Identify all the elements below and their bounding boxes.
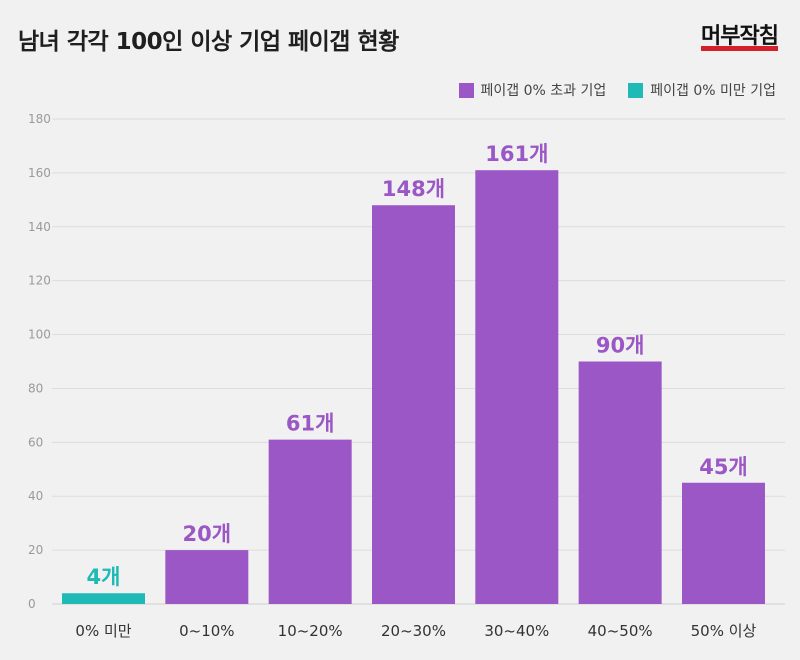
- y-tick-label: 80: [28, 381, 43, 395]
- bar: [268, 439, 352, 604]
- bar: [578, 361, 662, 604]
- bar: [681, 482, 765, 604]
- legend: 페이갭 0% 초과 기업 페이갭 0% 미만 기업: [458, 80, 776, 100]
- y-tick-label: 160: [28, 166, 51, 180]
- y-tick-label: 100: [28, 328, 51, 342]
- bar: [62, 593, 145, 604]
- bar-value-label: 4개: [87, 565, 121, 589]
- bar-value-label: 45개: [699, 455, 748, 479]
- y-tick-label: 40: [28, 489, 43, 503]
- legend-label-positive: 페이갭 0% 초과 기업: [480, 83, 607, 99]
- bar-value-label: 148개: [382, 177, 445, 201]
- y-tick-label: 0: [28, 597, 36, 611]
- x-tick-label: 40~50%: [588, 622, 653, 640]
- legend-label-negative: 페이갭 0% 미만 기업: [650, 83, 776, 99]
- legend-item-negative: 페이갭 0% 미만 기업: [628, 80, 776, 100]
- y-tick-label: 60: [28, 435, 43, 449]
- x-tick-label: 50% 이상: [691, 622, 757, 640]
- bar-value-label: 20개: [183, 522, 232, 546]
- bar: [371, 205, 455, 604]
- y-tick-label: 120: [28, 274, 51, 288]
- y-tick-label: 180: [28, 112, 51, 126]
- bar-value-label: 90개: [596, 334, 645, 358]
- bar: [165, 550, 249, 604]
- bar-value-label: 161개: [485, 142, 548, 166]
- y-tick-label: 140: [28, 220, 51, 234]
- x-tick-label: 20~30%: [381, 622, 446, 640]
- x-tick-label: 30~40%: [484, 622, 549, 640]
- logo-text: 머부작침: [701, 24, 779, 49]
- legend-swatch-positive: [458, 82, 474, 98]
- x-tick-label: 0% 미만: [75, 622, 131, 640]
- y-tick-label: 20: [28, 543, 43, 557]
- brand-logo: 머부작침: [701, 24, 779, 51]
- x-tick-label: 10~20%: [278, 622, 343, 640]
- chart-title: 남녀 각각 100인 이상 기업 페이갭 현황: [18, 29, 399, 55]
- legend-item-positive: 페이갭 0% 초과 기업: [458, 80, 607, 100]
- bar-value-label: 61개: [286, 412, 335, 436]
- bar: [475, 170, 559, 604]
- legend-swatch-negative: [628, 82, 644, 98]
- x-tick-label: 0~10%: [179, 622, 234, 640]
- logo-underline: [701, 46, 778, 51]
